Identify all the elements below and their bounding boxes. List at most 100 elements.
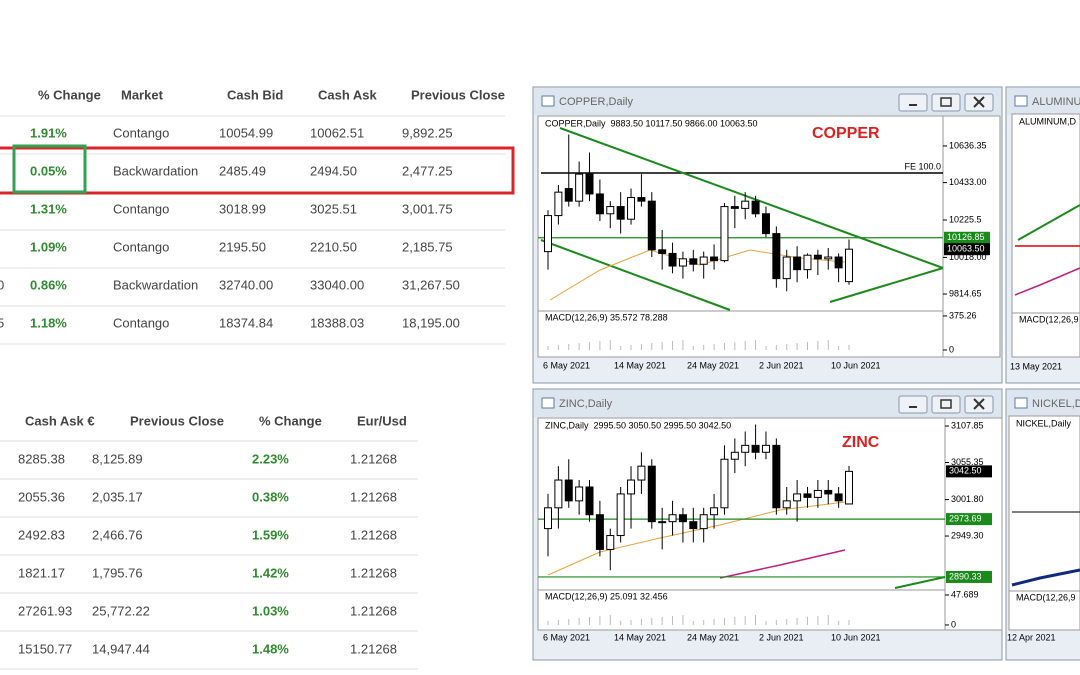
window-icon	[1014, 95, 1028, 107]
macd-tick-label: 0	[949, 344, 954, 354]
price-tag	[944, 243, 990, 256]
table-cell: 5	[0, 315, 4, 330]
table-cell: 33040.00	[310, 277, 364, 292]
table-cell: 32740.00	[219, 277, 273, 292]
candle-body	[544, 507, 552, 530]
date-label: 6 May 2021	[543, 360, 590, 370]
candle-body	[751, 200, 760, 215]
candle-body	[761, 444, 770, 453]
table-cell: 18,195.00	[402, 315, 460, 330]
macd-tick-label: 375.26	[949, 310, 977, 320]
table-cell: 2210.50	[310, 239, 357, 254]
table-cell: 2494.50	[310, 163, 357, 178]
date-label: 2 Jun 2021	[759, 632, 804, 642]
price-tag-label: 2890.33	[949, 571, 982, 581]
fe-label: FE 100.0	[904, 161, 941, 171]
candle-body	[699, 514, 708, 530]
candle-body	[803, 254, 812, 271]
date-label: 13 May 2021	[1010, 361, 1062, 371]
candle-body	[616, 206, 625, 220]
candle-body	[606, 535, 615, 550]
table-cell: 1.21268	[350, 641, 397, 656]
maximize-button[interactable]	[931, 395, 961, 414]
percent-change: 1.91%	[30, 125, 67, 140]
table-cell: 1.21268	[350, 527, 397, 542]
window-title: NICKEL,Dai	[1032, 398, 1080, 410]
candle-body	[782, 256, 791, 280]
candle-body	[554, 479, 563, 509]
candle-body	[647, 200, 656, 251]
macd-tick-label: 47.689	[951, 589, 979, 599]
date-label: 24 May 2021	[687, 360, 739, 370]
price-tag	[946, 570, 992, 583]
icon	[940, 97, 952, 107]
table-cell: 2,466.76	[92, 527, 143, 542]
icon	[940, 399, 952, 409]
candle-body	[544, 215, 552, 253]
candle-body	[730, 206, 739, 209]
trend-line	[1017, 204, 1080, 241]
minimize-button[interactable]	[898, 395, 928, 414]
maximize-button[interactable]	[931, 93, 961, 112]
candle-body	[793, 256, 802, 271]
moving-average	[547, 501, 846, 576]
candle-body	[720, 206, 729, 262]
window-icon	[541, 397, 555, 409]
candle-body	[782, 500, 791, 509]
price-tag	[946, 513, 992, 526]
candle-body	[813, 489, 822, 498]
column-header: % Change	[38, 87, 101, 102]
window-title: ZINC,Daily	[559, 398, 613, 410]
window-title: ALUMINUM,D	[1032, 96, 1080, 108]
candle-body	[616, 493, 625, 537]
candle-body	[678, 514, 687, 523]
column-header: Cash Ask €	[25, 413, 95, 428]
candle-body	[647, 465, 656, 523]
table-cell: Contango	[113, 201, 169, 216]
price-tag	[944, 231, 990, 244]
candle-body	[575, 173, 584, 202]
table-cell: 1.21268	[350, 451, 397, 466]
percent-change: 1.42%	[252, 565, 289, 580]
candle-body	[761, 213, 770, 235]
candle-body	[793, 493, 802, 502]
date-label: 12 Apr 2021	[1007, 632, 1056, 642]
table-cell: 1.21268	[350, 565, 397, 580]
percent-change: 1.18%	[30, 315, 67, 330]
date-label: 10 Jun 2021	[831, 360, 881, 370]
table-cell: 8285.38	[18, 451, 65, 466]
candle-body	[845, 248, 853, 283]
table-cell: Contango	[113, 125, 169, 140]
chart-header: COPPER,Daily 9883.50 10117.50 9866.00 10…	[545, 118, 758, 128]
chart-header: ZINC,Daily 2995.50 3050.50 2995.50 3042.…	[545, 420, 731, 430]
chart-area	[537, 115, 1001, 358]
column-header: % Change	[259, 413, 322, 428]
table-cell: 9,892.25	[402, 125, 453, 140]
y-tick-label: 10018.00	[949, 252, 987, 262]
y-tick-label: 3055.35	[951, 457, 984, 467]
moving-average	[719, 549, 846, 579]
table-cell: 2,035.17	[92, 489, 143, 504]
table-cell: 2485.49	[219, 163, 266, 178]
table-cell: 3025.51	[310, 201, 357, 216]
price-tag-label: 10063.50	[947, 244, 985, 254]
table-cell: Backwardation	[113, 163, 198, 178]
candle-body	[668, 252, 677, 267]
trend-line	[540, 239, 731, 311]
table-cell: 3,001.75	[402, 201, 453, 216]
y-tick-label: 9814.65	[949, 288, 982, 298]
candle-body	[699, 256, 708, 265]
table-cell: 2492.83	[18, 527, 65, 542]
candle-body	[741, 200, 750, 209]
date-label: 14 May 2021	[614, 632, 666, 642]
table-cell: Contango	[113, 239, 169, 254]
table-cell: 14,947.44	[92, 641, 150, 656]
column-header: Cash Bid	[227, 87, 283, 102]
candle-body	[627, 197, 636, 220]
minimize-button[interactable]	[898, 93, 928, 112]
table-cell: 10054.99	[219, 125, 273, 140]
candle-body	[637, 465, 646, 481]
table-cell: 18388.03	[310, 315, 364, 330]
chart-header: ALUMINUM,D	[1019, 116, 1077, 126]
